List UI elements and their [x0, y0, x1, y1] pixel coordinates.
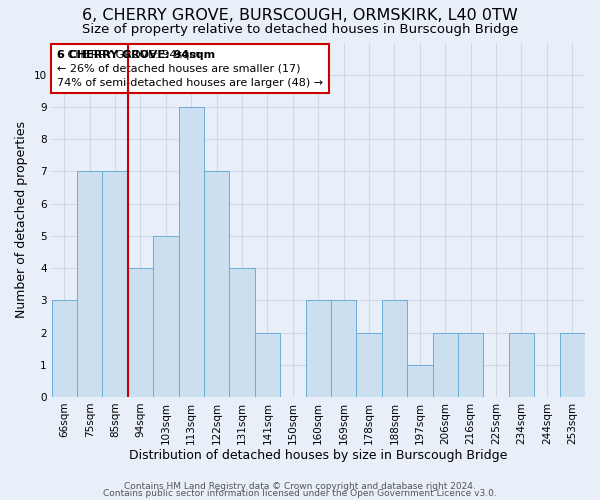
- Text: 6 CHERRY GROVE: 94sqm: 6 CHERRY GROVE: 94sqm: [57, 50, 215, 59]
- Bar: [433, 332, 458, 397]
- Bar: [509, 332, 534, 397]
- Y-axis label: Number of detached properties: Number of detached properties: [15, 121, 28, 318]
- Bar: [153, 236, 179, 397]
- Bar: [407, 364, 433, 397]
- Bar: [204, 172, 229, 397]
- Bar: [458, 332, 484, 397]
- Bar: [229, 268, 255, 397]
- Bar: [382, 300, 407, 397]
- Bar: [103, 172, 128, 397]
- Bar: [356, 332, 382, 397]
- Text: Contains public sector information licensed under the Open Government Licence v3: Contains public sector information licen…: [103, 490, 497, 498]
- Bar: [331, 300, 356, 397]
- X-axis label: Distribution of detached houses by size in Burscough Bridge: Distribution of detached houses by size …: [129, 450, 508, 462]
- Bar: [179, 107, 204, 397]
- Text: 6 CHERRY GROVE: 94sqm
← 26% of detached houses are smaller (17)
74% of semi-deta: 6 CHERRY GROVE: 94sqm ← 26% of detached …: [57, 50, 323, 88]
- Bar: [255, 332, 280, 397]
- Text: 6, CHERRY GROVE, BURSCOUGH, ORMSKIRK, L40 0TW: 6, CHERRY GROVE, BURSCOUGH, ORMSKIRK, L4…: [82, 8, 518, 22]
- Bar: [305, 300, 331, 397]
- Text: Size of property relative to detached houses in Burscough Bridge: Size of property relative to detached ho…: [82, 22, 518, 36]
- Bar: [128, 268, 153, 397]
- Bar: [77, 172, 103, 397]
- Bar: [560, 332, 585, 397]
- Bar: [52, 300, 77, 397]
- Text: Contains HM Land Registry data © Crown copyright and database right 2024.: Contains HM Land Registry data © Crown c…: [124, 482, 476, 491]
